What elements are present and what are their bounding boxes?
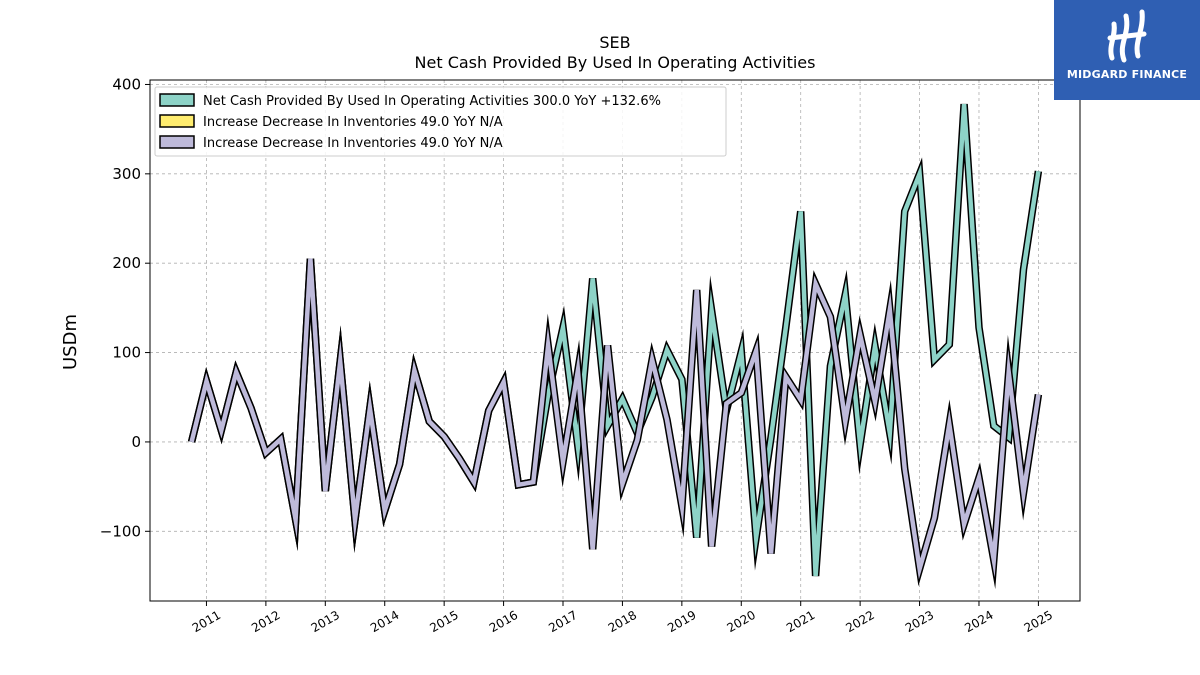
x-tick-label: 2019 [665, 608, 698, 635]
x-tick-label: 2018 [606, 608, 639, 635]
legend-label: Increase Decrease In Inventories 49.0 Yo… [203, 115, 503, 130]
x-tick-label: 2023 [903, 608, 936, 635]
x-axis: 2011 2012 2013 2014 2015 2016 2017 2018 2019 2020… [190, 601, 1055, 635]
y-tick-label: −100 [100, 522, 141, 540]
x-tick-label: 2011 [190, 608, 223, 635]
x-tick-label: 2016 [487, 608, 520, 635]
series-line-2 [189, 258, 1041, 580]
legend: Net Cash Provided By Used In Operating A… [154, 86, 727, 157]
grid [150, 80, 1080, 601]
logo-text: MIDGARD FINANCE [1066, 68, 1188, 81]
chart-title: SEB [599, 33, 630, 52]
y-tick-label: 0 [131, 433, 141, 451]
x-tick-label: 2025 [1022, 608, 1055, 635]
x-tick-label: 2024 [962, 608, 995, 635]
y-axis: −100 0 100 200 300 400 [100, 75, 150, 540]
legend-label: Increase Decrease In Inventories 49.0 Yo… [203, 136, 503, 151]
plot-frame [149, 79, 1081, 602]
y-axis-label: USDm [60, 314, 81, 370]
legend-label: Net Cash Provided By Used In Operating A… [203, 94, 661, 109]
x-tick-label: 2021 [784, 608, 817, 635]
legend-swatch [159, 135, 195, 149]
y-tick-label: 400 [112, 75, 141, 93]
y-tick-label: 300 [112, 165, 141, 183]
x-tick-label: 2013 [309, 608, 342, 635]
y-tick-label: 100 [112, 344, 141, 362]
x-tick-label: 2022 [843, 608, 876, 635]
chart-subtitle: Net Cash Provided By Used In Operating A… [415, 53, 816, 72]
legend-box [154, 86, 727, 157]
series-lines [187, 103, 1043, 590]
x-tick-label: 2020 [725, 608, 758, 635]
x-tick-label: 2017 [546, 608, 579, 635]
legend-swatch [159, 114, 195, 128]
x-tick-label: 2012 [249, 608, 282, 635]
y-tick-label: 200 [112, 254, 141, 272]
midgard-logo-icon [1107, 9, 1147, 63]
x-tick-label: 2015 [427, 608, 460, 635]
brand-logo: MIDGARD FINANCE [1054, 0, 1200, 100]
legend-swatch [159, 93, 195, 107]
x-tick-label: 2014 [368, 608, 401, 635]
